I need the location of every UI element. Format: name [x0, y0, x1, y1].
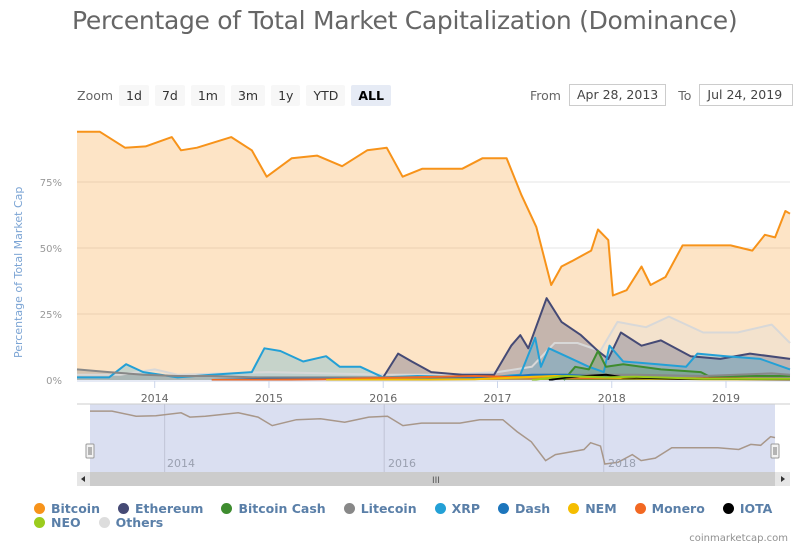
line-bitcoin-cash[interactable] — [563, 350, 790, 381]
date-range: From Apr 28, 2013 To Jul 24, 2019 — [530, 84, 794, 106]
legend-item-xrp[interactable]: XRP — [434, 500, 481, 516]
y-axis-label: Percentage of Total Market Cap — [12, 187, 25, 358]
grid-lines — [77, 181, 790, 315]
legend-dot-icon — [722, 502, 734, 514]
legend-item-bitcoin[interactable]: Bitcoin — [34, 501, 100, 516]
legend-item-neo[interactable]: NEO — [34, 515, 81, 530]
legend-label: Dash — [515, 500, 551, 516]
to-date-input[interactable]: Jul 24, 2019 — [699, 84, 794, 106]
area-bitcoin-cash — [563, 351, 790, 380]
legend-item-monero[interactable]: Monero — [634, 500, 705, 516]
scrollbar-right-arrow[interactable] — [775, 472, 790, 486]
x-tick-label: 2014 — [141, 392, 169, 405]
legend-label: XRP — [451, 500, 481, 516]
series-lines — [76, 130, 791, 381]
legend-label: NEM — [585, 500, 617, 516]
y-tick-label: 75% — [40, 178, 62, 189]
legend-item-iota[interactable]: IOTA — [722, 500, 773, 516]
legend-item-others[interactable]: Others — [98, 514, 164, 530]
chart-title: Percentage of Total Market Capitalizatio… — [72, 6, 738, 35]
line-bitcoin[interactable] — [77, 130, 791, 297]
x-axis: 2014 2015 2016 2017 2018 2019 — [77, 380, 790, 405]
legend-item-bitcoin-cash[interactable]: Bitcoin Cash — [221, 500, 326, 516]
x-tick-label: 2018 — [598, 392, 626, 405]
legend-dot-icon — [343, 502, 355, 514]
zoom-label: Zoom — [77, 87, 114, 103]
legend-label: IOTA — [739, 500, 773, 516]
legend-label: Monero — [651, 500, 705, 516]
line-others[interactable] — [77, 315, 791, 376]
x-tick-label: 2019 — [712, 392, 740, 405]
navigator-tick-2016: 2016 — [388, 457, 416, 470]
y-tick-label: 0% — [46, 376, 62, 387]
navigator-left-handle[interactable] — [85, 443, 95, 459]
zoom-ytd-button[interactable]: YTD — [306, 84, 346, 106]
zoom-3m-button[interactable]: 3m — [230, 84, 266, 106]
legend-label: Others — [115, 514, 164, 530]
x-tick-label: 2016 — [369, 392, 397, 405]
legend-dot-icon — [34, 502, 45, 514]
navigator-tick-2014: 2014 — [167, 457, 195, 470]
y-tick-label: 50% — [40, 244, 62, 255]
legend: Bitcoin Ethereum Bitcoin Cash Litecoin X… — [34, 500, 794, 530]
legend-label: Bitcoin — [51, 500, 100, 516]
navigator-tick-2018: 2018 — [608, 457, 636, 470]
line-ethereum[interactable] — [337, 297, 791, 381]
area-ethereum — [337, 298, 790, 380]
legend-dot-icon — [568, 502, 580, 514]
navigator-selected-range[interactable] — [90, 404, 775, 472]
legend-dot-icon — [434, 502, 446, 514]
y-tick-label: 25% — [40, 310, 62, 321]
zoom-7d-button[interactable]: 7d — [154, 84, 185, 106]
zoom-1y-button[interactable]: 1y — [271, 84, 301, 106]
zoom-1d-button[interactable]: 1d — [119, 84, 149, 106]
legend-dot-icon — [34, 516, 45, 528]
source-credit: coinmarketcap.com — [689, 533, 788, 544]
scrollbar-left-arrow[interactable] — [77, 472, 90, 486]
legend-dot-icon — [98, 516, 110, 528]
zoom-1m-button[interactable]: 1m — [190, 84, 225, 106]
legend-item-dash[interactable]: Dash — [498, 501, 550, 516]
x-tick-label: 2015 — [255, 392, 283, 405]
legend-item-litecoin[interactable]: Litecoin — [343, 500, 417, 516]
scrollbar-grip: III — [432, 476, 440, 486]
y-axis: 0% 25% 50% 75% — [40, 178, 62, 387]
legend-item-nem[interactable]: NEM — [568, 500, 617, 516]
legend-item-ethereum[interactable]: Ethereum — [117, 500, 204, 516]
area-bitcoin — [77, 131, 790, 380]
zoom-all-button[interactable]: ALL — [351, 84, 391, 106]
legend-label: Ethereum — [134, 500, 204, 516]
legend-label: NEO — [51, 514, 81, 530]
legend-dot-icon — [221, 502, 233, 514]
line-neo[interactable] — [531, 375, 791, 381]
legend-dot-icon — [634, 502, 646, 514]
scrollbar-thumb[interactable] — [90, 472, 775, 486]
dominance-chart: 2014 2015 2016 2017 2018 2019 0% 25% 50% 75% Per… — [12, 130, 791, 486]
legend-dot-icon — [498, 502, 510, 514]
navigator-right-handle[interactable] — [770, 443, 780, 459]
legend-label: Bitcoin Cash — [238, 500, 326, 516]
navigator: 2014 2016 2018 III — [77, 403, 790, 486]
navigator-bitcoin-line — [90, 410, 776, 465]
from-label: From — [530, 87, 561, 103]
from-date-input[interactable]: Apr 28, 2013 — [568, 84, 667, 106]
legend-label: Litecoin — [360, 500, 417, 516]
to-label: To — [678, 87, 692, 103]
legend-dot-icon — [117, 502, 129, 514]
x-tick-label: 2017 — [483, 392, 511, 405]
zoom-selector: Zoom 1d 7d 1m 3m 1y YTD ALL — [77, 84, 397, 106]
